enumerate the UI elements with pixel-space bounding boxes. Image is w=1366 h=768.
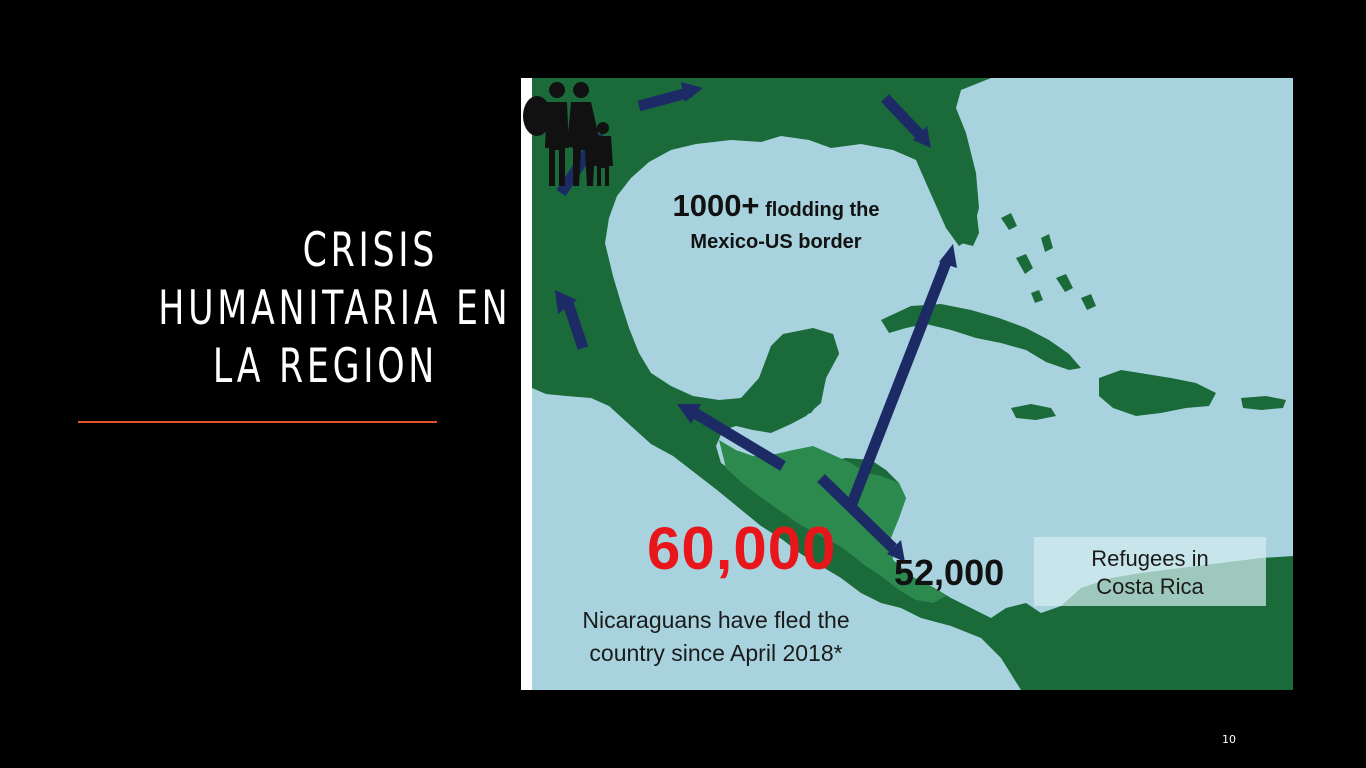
flooding-line2: Mexico-US border	[690, 231, 862, 253]
jamaica	[1011, 404, 1056, 420]
arrow-border-east	[637, 86, 693, 112]
arrow-head-5	[677, 404, 701, 424]
slide-title: CRISIS HUMANITARIA EN LA REGION	[158, 222, 512, 396]
title-underline	[78, 421, 437, 423]
fled-caption-line1: Nicaraguans have fled the	[582, 607, 850, 633]
fled-caption: Nicaraguans have fled the country since …	[551, 604, 881, 670]
refugees-box: Refugees in Costa Rica	[1034, 537, 1266, 606]
arrow-head-1	[555, 290, 577, 314]
bahamas	[1001, 213, 1096, 310]
arrow-nicaragua-north	[690, 407, 786, 471]
fled-count: 60,000	[647, 515, 837, 582]
arrow-mexico-north-1	[561, 298, 589, 350]
flooding-line1: flodding the	[765, 199, 880, 221]
title-line-2: HUMANITARIA EN	[158, 281, 512, 336]
arrow-head-7	[939, 244, 957, 268]
family-icon	[523, 82, 613, 186]
flooding-count: 1000+	[672, 188, 760, 223]
arrow-nicaragua-florida	[845, 258, 953, 508]
fled-caption-line2: country since April 2018*	[589, 640, 843, 666]
refugees-label-line1: Refugees in	[1091, 546, 1209, 571]
hispaniola	[1099, 370, 1216, 416]
central-america	[719, 440, 946, 603]
arrow-nicaragua-costarica	[817, 474, 897, 552]
arrow-head-6	[887, 540, 905, 562]
refugees-label-line2: Costa Rica	[1096, 574, 1204, 599]
flooding-label: 1000+ flodding the Mexico-US border	[651, 190, 901, 258]
page-number: 10	[1222, 733, 1236, 746]
arrow-head-3	[681, 82, 703, 102]
refugees-label: Refugees in Costa Rica	[1034, 545, 1266, 601]
arrow-head-4	[913, 126, 931, 148]
arrow-gulf-southeast	[881, 94, 925, 140]
cuba	[881, 304, 1081, 370]
yucatan-peninsula	[759, 328, 839, 418]
florida	[926, 156, 979, 246]
puerto-rico	[1241, 396, 1286, 410]
refugees-count: 52,000	[894, 552, 1005, 593]
region-map: 1000+ flodding the Mexico-US border 60,0…	[521, 78, 1293, 690]
title-line-1: CRISIS	[302, 223, 438, 278]
title-line-3: LA REGION	[212, 339, 438, 394]
